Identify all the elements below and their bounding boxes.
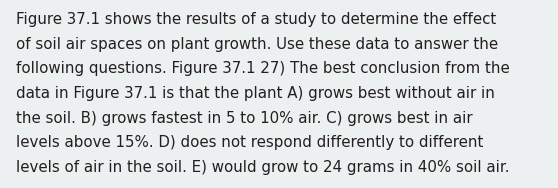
Text: the soil. B) grows fastest in 5 to 10% air. C) grows best in air: the soil. B) grows fastest in 5 to 10% a… (16, 111, 472, 126)
Text: Figure 37.1 shows the results of a study to determine the effect: Figure 37.1 shows the results of a study… (16, 12, 496, 27)
Text: following questions. Figure 37.1 27) The best conclusion from the: following questions. Figure 37.1 27) The… (16, 61, 509, 77)
Text: levels of air in the soil. E) would grow to 24 grams in 40% soil air.: levels of air in the soil. E) would grow… (16, 160, 509, 175)
Text: levels above 15%. D) does not respond differently to different: levels above 15%. D) does not respond di… (16, 135, 483, 150)
Text: data in Figure 37.1 is that the plant A) grows best without air in: data in Figure 37.1 is that the plant A)… (16, 86, 494, 101)
Text: of soil air spaces on plant growth. Use these data to answer the: of soil air spaces on plant growth. Use … (16, 37, 498, 52)
